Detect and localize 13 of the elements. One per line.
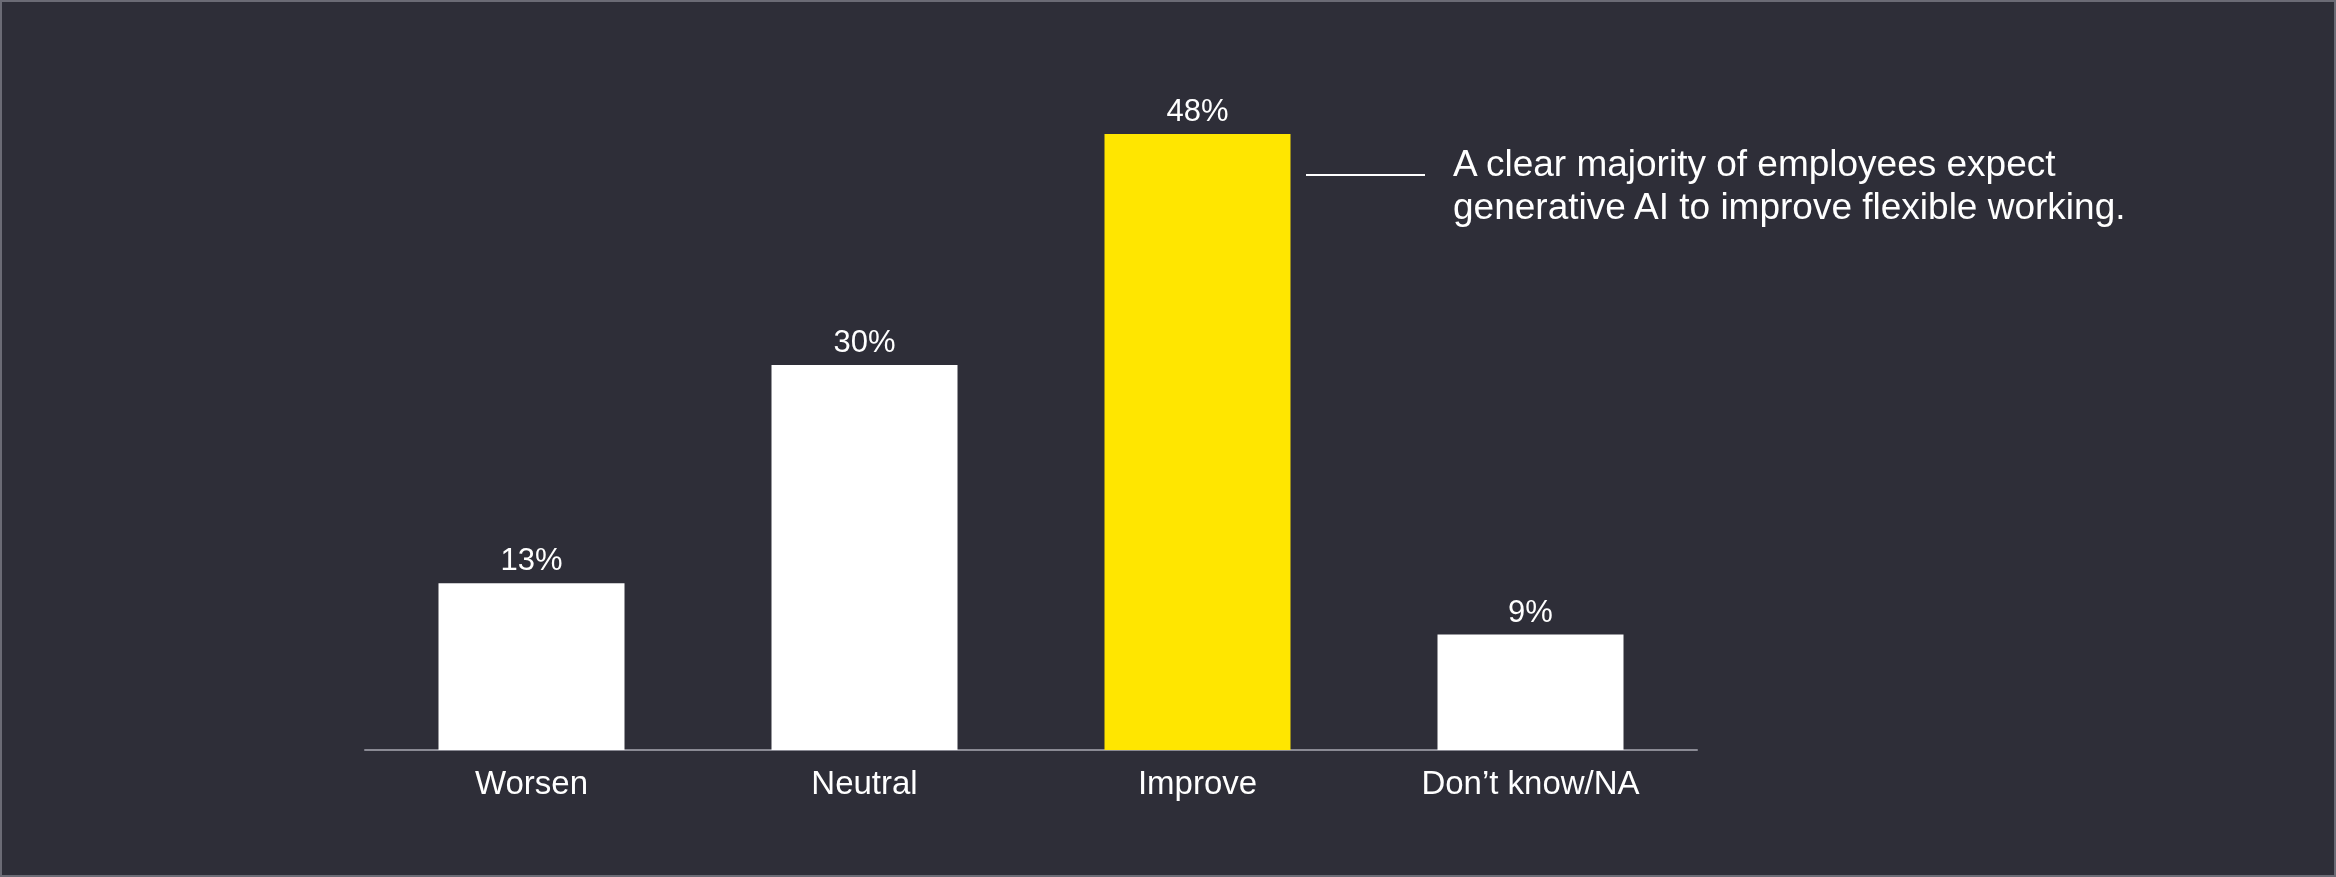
x-tick-label: Worsen — [474, 764, 589, 801]
bar — [438, 583, 625, 750]
bar — [1437, 634, 1624, 750]
x-tick-label: Neutral — [811, 764, 918, 801]
bar — [1104, 134, 1291, 750]
data-label: 30% — [833, 324, 896, 359]
data-label: 13% — [500, 542, 563, 578]
x-tick-label: Improve — [1137, 764, 1258, 801]
bar — [771, 365, 958, 750]
x-tick-label: Don’t know/NA — [1421, 764, 1640, 801]
annotation: A clear majority of employees expect generative AI to improve flexible working. — [1453, 143, 2126, 227]
data-label: 48% — [1166, 93, 1229, 128]
data-label: 9% — [1508, 593, 1553, 629]
